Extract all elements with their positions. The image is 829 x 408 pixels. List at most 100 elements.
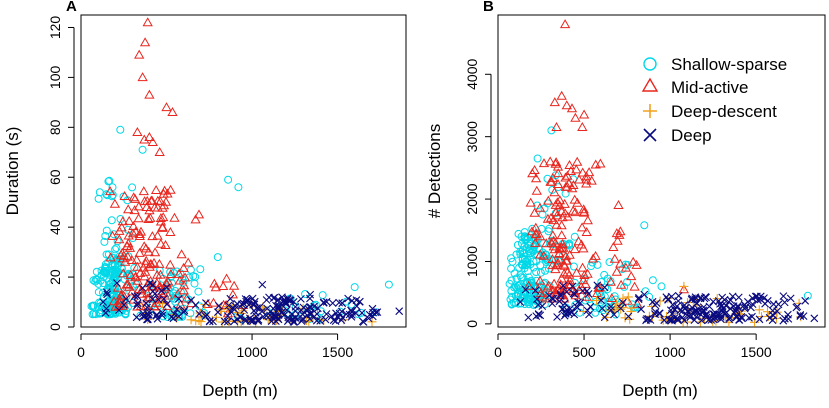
- y-tick-label-b: 2000: [464, 183, 480, 214]
- point-mid-active: [167, 106, 178, 116]
- legend-marker-deep: [643, 128, 657, 142]
- point-deep: [691, 295, 699, 304]
- point-deep-descent: [602, 312, 612, 322]
- point-shallow-sparse: [507, 254, 516, 263]
- point-deep: [306, 290, 315, 299]
- point-shallow-sparse: [520, 235, 529, 244]
- point-mid-active: [578, 109, 590, 119]
- point-deep: [662, 293, 671, 302]
- point-mid-active: [125, 269, 136, 279]
- point-mid-active: [550, 207, 561, 217]
- point-mid-active: [165, 259, 176, 269]
- point-mid-active: [142, 17, 153, 27]
- point-shallow-sparse: [512, 283, 521, 292]
- point-mid-active: [581, 174, 592, 184]
- point-shallow-sparse: [357, 308, 366, 317]
- x-axis-title-a: Depth (m): [202, 381, 278, 400]
- point-mid-active: [611, 266, 622, 276]
- point-deep: [214, 308, 222, 317]
- point-deep: [226, 294, 235, 303]
- point-mid-active: [632, 298, 643, 308]
- point-mid-active: [573, 236, 584, 246]
- point-deep-descent: [231, 307, 241, 317]
- point-mid-active: [123, 204, 134, 214]
- point-deep: [395, 307, 404, 316]
- point-mid-active: [581, 226, 592, 236]
- point-mid-active: [590, 250, 601, 260]
- point-mid-active: [579, 269, 590, 279]
- point-deep-descent: [194, 316, 204, 325]
- point-mid-active: [123, 281, 135, 291]
- point-mid-active: [144, 89, 155, 99]
- point-mid-active: [132, 126, 143, 136]
- point-deep: [597, 296, 605, 305]
- point-shallow-sparse: [99, 279, 108, 288]
- point-mid-active: [573, 174, 585, 184]
- point-deep: [779, 292, 788, 300]
- point-mid-active: [547, 230, 559, 240]
- point-deep: [103, 290, 111, 299]
- point-deep: [163, 300, 171, 309]
- point-mid-active: [161, 102, 172, 112]
- point-deep: [801, 296, 810, 305]
- point-deep: [692, 299, 701, 308]
- point-mid-active: [594, 282, 605, 292]
- point-deep: [618, 298, 627, 307]
- point-deep: [716, 313, 725, 321]
- point-mid-active: [592, 287, 603, 297]
- point-mid-active: [540, 293, 551, 303]
- point-mid-active: [116, 290, 127, 300]
- point-shallow-sparse: [103, 308, 112, 317]
- point-deep: [148, 295, 157, 304]
- point-mid-active: [587, 253, 599, 263]
- point-mid-active: [144, 261, 155, 271]
- point-deep: [561, 309, 570, 318]
- point-shallow-sparse: [194, 287, 203, 296]
- point-mid-active: [526, 226, 538, 236]
- point-deep: [556, 290, 565, 299]
- point-mid-active: [172, 288, 184, 298]
- point-deep: [233, 315, 242, 324]
- point-deep: [298, 310, 307, 319]
- point-mid-active: [227, 289, 239, 299]
- point-deep: [691, 306, 700, 315]
- x-tick-label-b: 1000: [655, 344, 686, 360]
- point-deep: [693, 307, 701, 315]
- point-deep: [250, 297, 259, 306]
- point-mid-active: [553, 248, 565, 258]
- y-tick-label-a: 120: [47, 16, 63, 40]
- point-deep: [255, 303, 264, 312]
- point-shallow-sparse: [138, 145, 147, 154]
- point-deep-descent: [196, 317, 206, 327]
- point-shallow-sparse: [384, 280, 393, 289]
- point-deep: [344, 294, 352, 303]
- point-deep: [151, 290, 159, 298]
- point-shallow-sparse: [540, 300, 549, 309]
- point-mid-active: [565, 165, 577, 175]
- point-mid-active: [538, 158, 550, 168]
- point-shallow-sparse: [591, 308, 600, 317]
- panel-label-a: A: [66, 0, 77, 15]
- point-mid-active: [549, 187, 560, 197]
- point-mid-active: [152, 195, 163, 205]
- point-shallow-sparse: [116, 125, 125, 134]
- point-deep: [810, 314, 819, 323]
- point-mid-active: [530, 237, 541, 247]
- point-deep: [714, 297, 723, 305]
- point-mid-active: [561, 255, 573, 265]
- point-deep: [555, 297, 564, 306]
- point-shallow-sparse: [543, 199, 552, 208]
- point-deep: [648, 297, 657, 306]
- point-mid-active: [570, 207, 581, 217]
- point-deep: [288, 310, 297, 319]
- points-a: [87, 17, 404, 327]
- point-shallow-sparse: [541, 266, 550, 275]
- point-shallow-sparse: [645, 292, 654, 301]
- point-mid-active: [159, 185, 170, 195]
- point-shallow-sparse: [529, 257, 538, 266]
- point-mid-active: [105, 252, 116, 262]
- y-tick-label-a: 100: [47, 66, 63, 90]
- point-mid-active: [577, 167, 588, 177]
- point-deep: [120, 301, 128, 309]
- point-deep: [586, 302, 595, 311]
